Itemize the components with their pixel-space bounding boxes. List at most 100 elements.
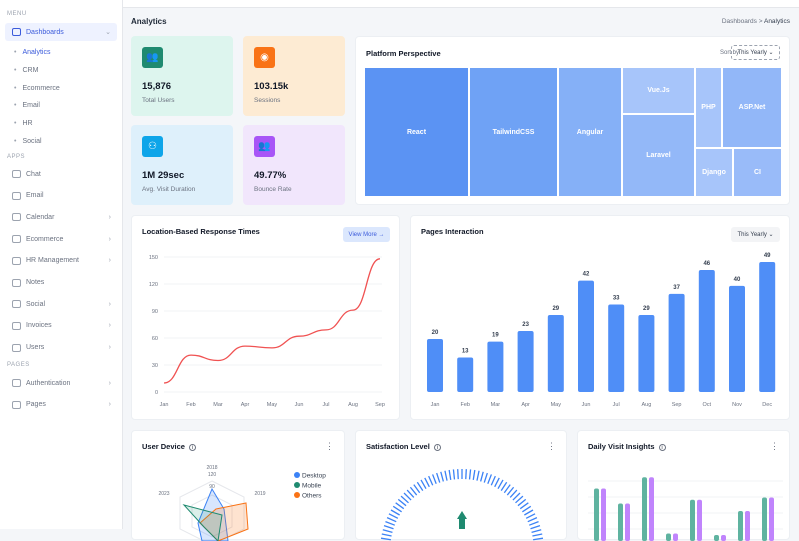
treemap-tile[interactable]: PHP — [696, 68, 721, 147]
gauge-tick — [445, 471, 447, 481]
bar — [769, 498, 774, 541]
gauge-tick — [524, 510, 533, 515]
bar — [601, 489, 606, 541]
bar — [638, 315, 654, 392]
stat-icon: 👥 — [142, 47, 163, 68]
gauge-tick — [429, 476, 433, 485]
gauge-tick — [393, 506, 401, 511]
sidebar-subitem[interactable]: Analytics — [14, 49, 50, 56]
x-tick-label: Apr — [241, 402, 250, 408]
breadcrumb-dashboards[interactable]: Dashboards — [722, 18, 757, 25]
bar — [427, 339, 443, 392]
stat-card: 👥 49.77% Bounce Rate — [243, 125, 345, 205]
gauge-tick — [391, 510, 400, 515]
bar-chart: 20Jan13Feb19Mar23Apr29May42Jun33Jul29Aug… — [411, 216, 791, 421]
sidebar-item[interactable]: Authentication› — [5, 374, 117, 392]
label: Users — [26, 344, 44, 351]
legend-marker — [294, 492, 300, 498]
sidebar-item[interactable]: Email — [5, 187, 117, 205]
gauge-tick — [481, 472, 484, 482]
sidebar-subitem[interactable]: Social — [14, 138, 42, 145]
gauge-tick — [473, 470, 475, 480]
stat-label: Total Users — [142, 97, 175, 104]
menu-icon — [12, 379, 21, 387]
sidebar-subitem[interactable]: CRM — [14, 67, 38, 74]
treemap-tile[interactable]: Vue.Js — [623, 68, 694, 113]
card-title: Platform Perspective — [366, 49, 441, 58]
x-tick-label: Nov — [732, 402, 742, 408]
legend-label: Desktop — [302, 473, 326, 480]
x-tick-label: May — [267, 402, 278, 408]
stat-icon: ⚇ — [142, 136, 163, 157]
sidebar: MENU Dashboards⌄ AnalyticsCRMEcommerceEm… — [0, 0, 123, 529]
x-tick-label: Dec — [762, 402, 772, 408]
treemap-tile[interactable]: React — [365, 68, 468, 196]
stat-icon: 👥 — [254, 136, 275, 157]
gauge-tick — [425, 478, 430, 487]
bar-value-label: 23 — [522, 322, 529, 328]
stat-value: 49.77% — [254, 170, 286, 181]
treemap-tile[interactable]: Django — [696, 149, 732, 196]
tick-label: 120 — [208, 472, 217, 478]
gauge-tick — [382, 534, 392, 536]
gauge-tick — [484, 473, 487, 483]
sidebar-item[interactable]: Social› — [5, 295, 117, 313]
sidebar-item[interactable]: Chat — [5, 165, 117, 183]
x-tick-label: Jul — [322, 402, 329, 408]
sidebar-item[interactable]: Calendar› — [5, 208, 117, 226]
sidebar-item-dashboards[interactable]: Dashboards⌄ — [5, 23, 117, 41]
chevron-down-icon: ⌄ — [105, 28, 111, 36]
gauge-tick — [449, 470, 451, 480]
sidebar-subitem[interactable]: HR — [14, 120, 33, 127]
gauge-tick — [387, 518, 396, 522]
gauge-tick — [488, 474, 492, 483]
sidebar-subitem[interactable]: Email — [14, 102, 40, 109]
x-tick-label: Sep — [672, 402, 682, 408]
treemap-tile[interactable]: CI — [734, 149, 781, 196]
x-tick-label: Jun — [295, 402, 304, 408]
sidebar-item[interactable]: Ecommerce› — [5, 230, 117, 248]
menu-icon — [12, 300, 21, 308]
axis-label: 2023 — [158, 491, 169, 497]
bar-value-label: 42 — [583, 272, 590, 278]
sidebar-item[interactable]: HR Management› — [5, 252, 117, 270]
x-tick-label: Mar — [491, 402, 501, 408]
gauge-tick — [491, 476, 495, 485]
bar — [457, 358, 473, 392]
axis-label: 2018 — [206, 465, 217, 471]
treemap-tile[interactable]: TailwindCSS — [470, 68, 557, 196]
sidebar-item[interactable]: Invoices› — [5, 317, 117, 335]
sidebar-item[interactable]: Notes — [5, 274, 117, 292]
gauge-tick — [528, 518, 537, 522]
chevron-right-icon: › — [109, 214, 111, 221]
bar — [618, 504, 623, 541]
stat-value: 1M 29sec — [142, 170, 184, 181]
sort-select[interactable]: This Yearly ⌄ — [731, 45, 780, 60]
chevron-right-icon: › — [109, 236, 111, 243]
treemap-tile[interactable]: Angular — [559, 68, 621, 196]
gauge-tick — [495, 478, 500, 487]
bar — [673, 534, 678, 541]
breadcrumb-sep: > — [759, 18, 763, 25]
bar — [729, 286, 745, 392]
sidebar-item[interactable]: Users› — [5, 339, 117, 357]
gauge-tick — [477, 471, 479, 481]
gauge-tick — [441, 472, 444, 482]
gauge-tick — [501, 482, 506, 490]
sort-value: This Yearly — [737, 50, 766, 56]
bar — [745, 511, 750, 541]
stat-label: Avg. Visit Duration — [142, 186, 195, 193]
gauge-tick — [384, 526, 394, 529]
treemap-tile[interactable]: Laravel — [623, 115, 694, 196]
sidebar-item[interactable]: Pages› — [5, 396, 117, 414]
stat-label: Bounce Rate — [254, 186, 292, 193]
sidebar-subitem[interactable]: Ecommerce — [14, 85, 60, 92]
chevron-right-icon: › — [109, 301, 111, 308]
treemap-tile[interactable]: ASP.Net — [723, 68, 781, 147]
y-tick-label: 0 — [155, 390, 158, 396]
x-tick-label: Oct — [703, 402, 712, 408]
x-tick-label: Feb — [460, 402, 469, 408]
